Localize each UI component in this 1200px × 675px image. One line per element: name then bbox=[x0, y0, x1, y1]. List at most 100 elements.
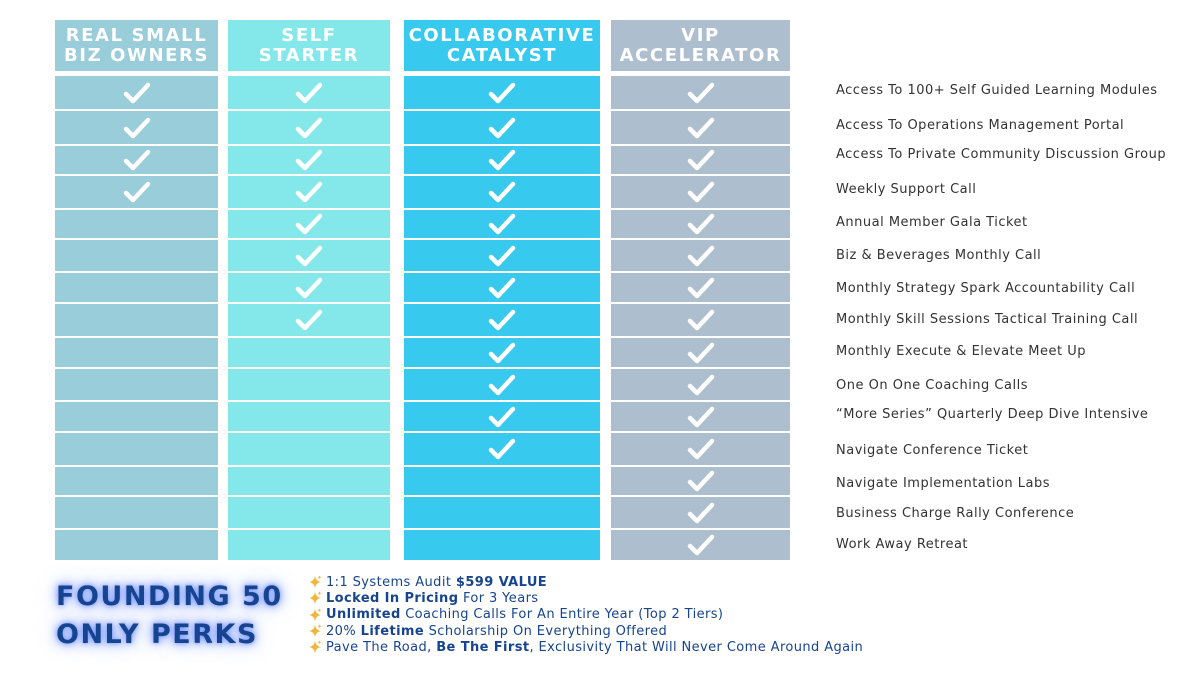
founding-perks-title: FOUNDING 50 ONLY PERKS bbox=[56, 578, 296, 654]
founding-title-line1: FOUNDING 50 bbox=[56, 581, 283, 612]
perk-text: 1:1 Systems Audit $599 VALUE bbox=[326, 575, 547, 590]
tier-cell bbox=[404, 240, 600, 271]
feature-label: Navigate Conference Ticket bbox=[836, 443, 1029, 458]
founding-perk: 20% Lifetime Scholarship On Everything O… bbox=[308, 623, 863, 639]
perk-highlight: Be The First bbox=[436, 639, 530, 655]
tier-cell bbox=[404, 210, 600, 238]
checkmark-icon bbox=[295, 117, 323, 138]
tier-header: REAL SMALL BIZ OWNERS bbox=[55, 20, 218, 71]
tier-cell bbox=[404, 402, 600, 431]
tier-column: REAL SMALL BIZ OWNERS bbox=[55, 0, 218, 560]
tier-cell bbox=[228, 497, 390, 528]
sparkle-icon bbox=[309, 624, 322, 638]
tier-cell bbox=[611, 369, 790, 400]
feature-label: Monthly Strategy Spark Accountability Ca… bbox=[836, 281, 1136, 296]
checkmark-icon bbox=[295, 245, 323, 266]
feature-label: Monthly Skill Sessions Tactical Training… bbox=[836, 312, 1139, 327]
perk-text-part: For 3 Years bbox=[458, 590, 539, 606]
sparkle-icon bbox=[309, 591, 322, 605]
tier-cell bbox=[611, 273, 790, 302]
tier-cell bbox=[611, 210, 790, 238]
checkmark-icon bbox=[488, 406, 516, 427]
checkmark-icon bbox=[123, 149, 150, 171]
founding-title-line2: ONLY PERKS bbox=[56, 619, 258, 650]
checkmark-icon bbox=[295, 309, 323, 331]
checkmark-icon bbox=[123, 117, 150, 138]
tier-cell bbox=[228, 338, 390, 367]
tier-column: VIP ACCELERATOR bbox=[611, 0, 790, 560]
tier-cell bbox=[55, 146, 218, 174]
checkmark-icon bbox=[488, 342, 516, 363]
tier-cell bbox=[228, 240, 390, 271]
tier-cell bbox=[55, 338, 218, 367]
perk-text-part: 20% bbox=[326, 623, 361, 639]
tier-cell bbox=[404, 530, 600, 560]
feature-label: Access To Private Community Discussion G… bbox=[836, 147, 1167, 162]
tier-cell bbox=[404, 273, 600, 302]
checkmark-icon bbox=[687, 117, 714, 138]
checkmark-icon bbox=[488, 277, 516, 298]
tier-cell bbox=[404, 304, 600, 336]
founding-perk: Pave The Road, Be The First, Exclusivity… bbox=[308, 639, 863, 655]
checkmark-icon bbox=[687, 309, 714, 331]
tier-cell bbox=[228, 530, 390, 560]
tier-cell bbox=[228, 176, 390, 208]
checkmark-icon bbox=[687, 342, 714, 363]
tier-cell bbox=[228, 210, 390, 238]
feature-label: Business Charge Rally Conference bbox=[836, 506, 1075, 521]
checkmark-icon bbox=[295, 149, 323, 171]
checkmark-icon bbox=[488, 213, 516, 235]
founding-perks-list: 1:1 Systems Audit $599 VALUE Locked In Pr… bbox=[308, 574, 863, 655]
checkmark-icon bbox=[687, 213, 714, 235]
perk-text-part: Pave The Road, bbox=[326, 639, 437, 655]
tier-cell bbox=[55, 304, 218, 336]
checkmark-icon bbox=[295, 277, 323, 298]
feature-label: Navigate Implementation Labs bbox=[836, 476, 1051, 491]
checkmark-icon bbox=[687, 502, 714, 523]
tier-cell bbox=[404, 146, 600, 174]
founding-perk: Locked In Pricing For 3 Years bbox=[308, 590, 863, 606]
checkmark-icon bbox=[687, 181, 714, 203]
perk-text-part: , Exclusivity That Will Never Come Aroun… bbox=[529, 639, 864, 655]
checkmark-icon bbox=[687, 245, 714, 266]
checkmark-icon bbox=[295, 181, 323, 203]
checkmark-icon bbox=[687, 534, 714, 556]
checkmark-icon bbox=[488, 82, 516, 103]
tier-cell bbox=[55, 369, 218, 400]
tier-name-line2: ACCELERATOR bbox=[619, 44, 782, 66]
checkmark-icon bbox=[687, 470, 714, 492]
checkmark-icon bbox=[687, 374, 714, 395]
tier-cell bbox=[611, 176, 790, 208]
tier-name-line1: COLLABORATIVE bbox=[408, 24, 596, 46]
feature-label: One On One Coaching Calls bbox=[836, 378, 1028, 393]
tier-cell bbox=[228, 273, 390, 302]
tier-cell bbox=[228, 76, 390, 109]
checkmark-icon bbox=[687, 82, 714, 103]
feature-label: Annual Member Gala Ticket bbox=[836, 215, 1028, 230]
perk-highlight: Unlimited bbox=[326, 607, 401, 623]
founding-perk: Unlimited Coaching Calls For An Entire Y… bbox=[308, 607, 863, 623]
tier-cell bbox=[228, 369, 390, 400]
tier-cell bbox=[611, 497, 790, 528]
tier-cell bbox=[55, 402, 218, 431]
tier-header: COLLABORATIVE CATALYST bbox=[404, 20, 600, 71]
tier-cell bbox=[611, 111, 790, 144]
checkmark-icon bbox=[488, 117, 516, 138]
founding-perk: 1:1 Systems Audit $599 VALUE bbox=[308, 574, 863, 590]
checkmark-icon bbox=[687, 406, 714, 427]
checkmark-icon bbox=[123, 82, 150, 103]
tier-column: COLLABORATIVE CATALYST bbox=[404, 0, 600, 560]
tier-column: SELF STARTER bbox=[228, 0, 390, 560]
perk-text: Unlimited Coaching Calls For An Entire Y… bbox=[326, 607, 723, 622]
tier-name-line1: VIP bbox=[681, 24, 720, 46]
tier-cell bbox=[228, 467, 390, 495]
tier-cell bbox=[55, 433, 218, 465]
tier-cell bbox=[55, 497, 218, 528]
checkmark-icon bbox=[488, 374, 516, 395]
tier-cell bbox=[404, 76, 600, 109]
tier-cell bbox=[404, 433, 600, 465]
tier-name-line1: SELF STARTER bbox=[258, 24, 360, 66]
tier-cell bbox=[611, 76, 790, 109]
feature-label: Biz & Beverages Monthly Call bbox=[836, 248, 1042, 263]
tier-cell bbox=[228, 111, 390, 144]
